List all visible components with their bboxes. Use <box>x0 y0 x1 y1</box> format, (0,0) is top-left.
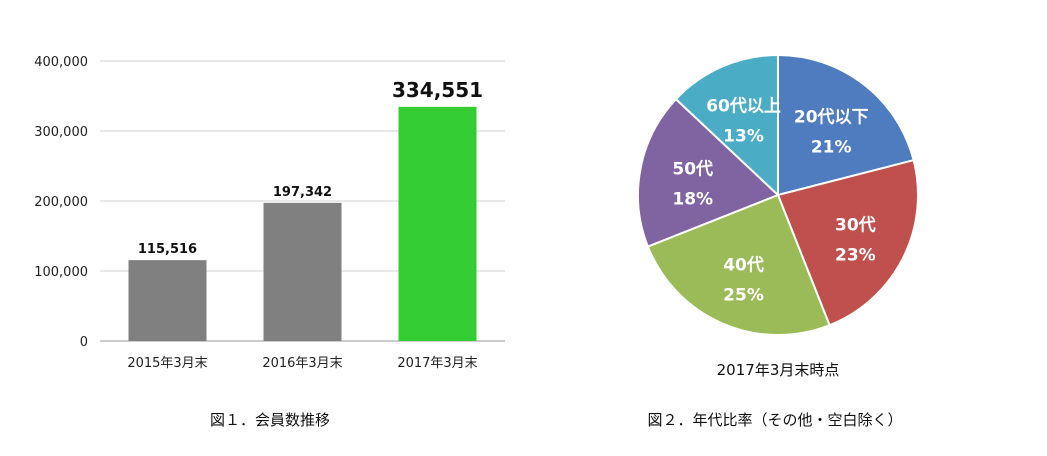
bar-series <box>128 106 477 341</box>
bar-y-tick-labels: 0 100,000 200,000 300,000 400,000 <box>34 55 88 350</box>
bar-value-label: 115,516 <box>138 242 197 257</box>
pie-subtitle: 2017年3月末時点 <box>717 361 840 379</box>
bar-category-labels: 2015年3月末 2016年3月末 2017年3月末 <box>127 356 477 371</box>
bar-category-label: 2017年3月末 <box>397 356 477 371</box>
pie-slice-percent-label: 21% <box>811 137 852 157</box>
bar <box>263 202 342 341</box>
pie-slice-percent-label: 25% <box>723 286 764 306</box>
pie-slice-percent-label: 18% <box>672 190 713 210</box>
pie-slice-name-label: 60代以上 <box>706 95 781 116</box>
bar-chart-caption: 図１．会員数推移 <box>210 411 330 429</box>
bar-y-tick-label: 300,000 <box>34 125 88 140</box>
bar-y-tick-label: 0 <box>80 335 88 350</box>
pie-chart-caption: 図２．年代比率（その他・空白除く） <box>647 411 902 429</box>
pie-slice-name-label: 40代 <box>723 255 764 276</box>
pie-slice-name-label: 30代 <box>835 214 876 235</box>
bar <box>128 260 207 341</box>
pie-slice-percent-label: 23% <box>835 245 876 265</box>
bar-category-label: 2015年3月末 <box>127 356 207 371</box>
bar-category-label: 2016年3月末 <box>262 356 342 371</box>
pie-slice <box>637 97 780 248</box>
bar-value-label: 334,551 <box>392 78 483 102</box>
bar-chart: 0 100,000 200,000 300,000 400,000 115,516 197… <box>34 55 505 429</box>
pie-slice-name-label: 20代以下 <box>794 106 869 127</box>
bar-y-tick-label: 200,000 <box>34 195 88 210</box>
pie-chart: 20代以下 21% 30代 23% 40代 25% 50代 18% 60代以上 13% 2017年… <box>637 53 919 429</box>
pie-slice <box>777 53 915 197</box>
pie-slice-percent-label: 13% <box>723 126 764 146</box>
bar <box>398 106 477 341</box>
pie-slice <box>776 158 919 327</box>
pie-slices <box>637 53 919 336</box>
bar-value-labels: 115,516 197,342 334,551 <box>138 78 483 257</box>
bar-value-label: 197,342 <box>273 185 332 200</box>
bar-y-tick-label: 400,000 <box>34 55 88 70</box>
pie-slice <box>646 193 831 336</box>
pie-slice <box>674 53 779 198</box>
pie-slice-labels: 20代以下 21% 30代 23% 40代 25% 50代 18% 60代以上 13% <box>672 95 875 305</box>
bar-y-tick-label: 100,000 <box>34 265 88 280</box>
pie-slice-name-label: 50代 <box>672 159 713 180</box>
